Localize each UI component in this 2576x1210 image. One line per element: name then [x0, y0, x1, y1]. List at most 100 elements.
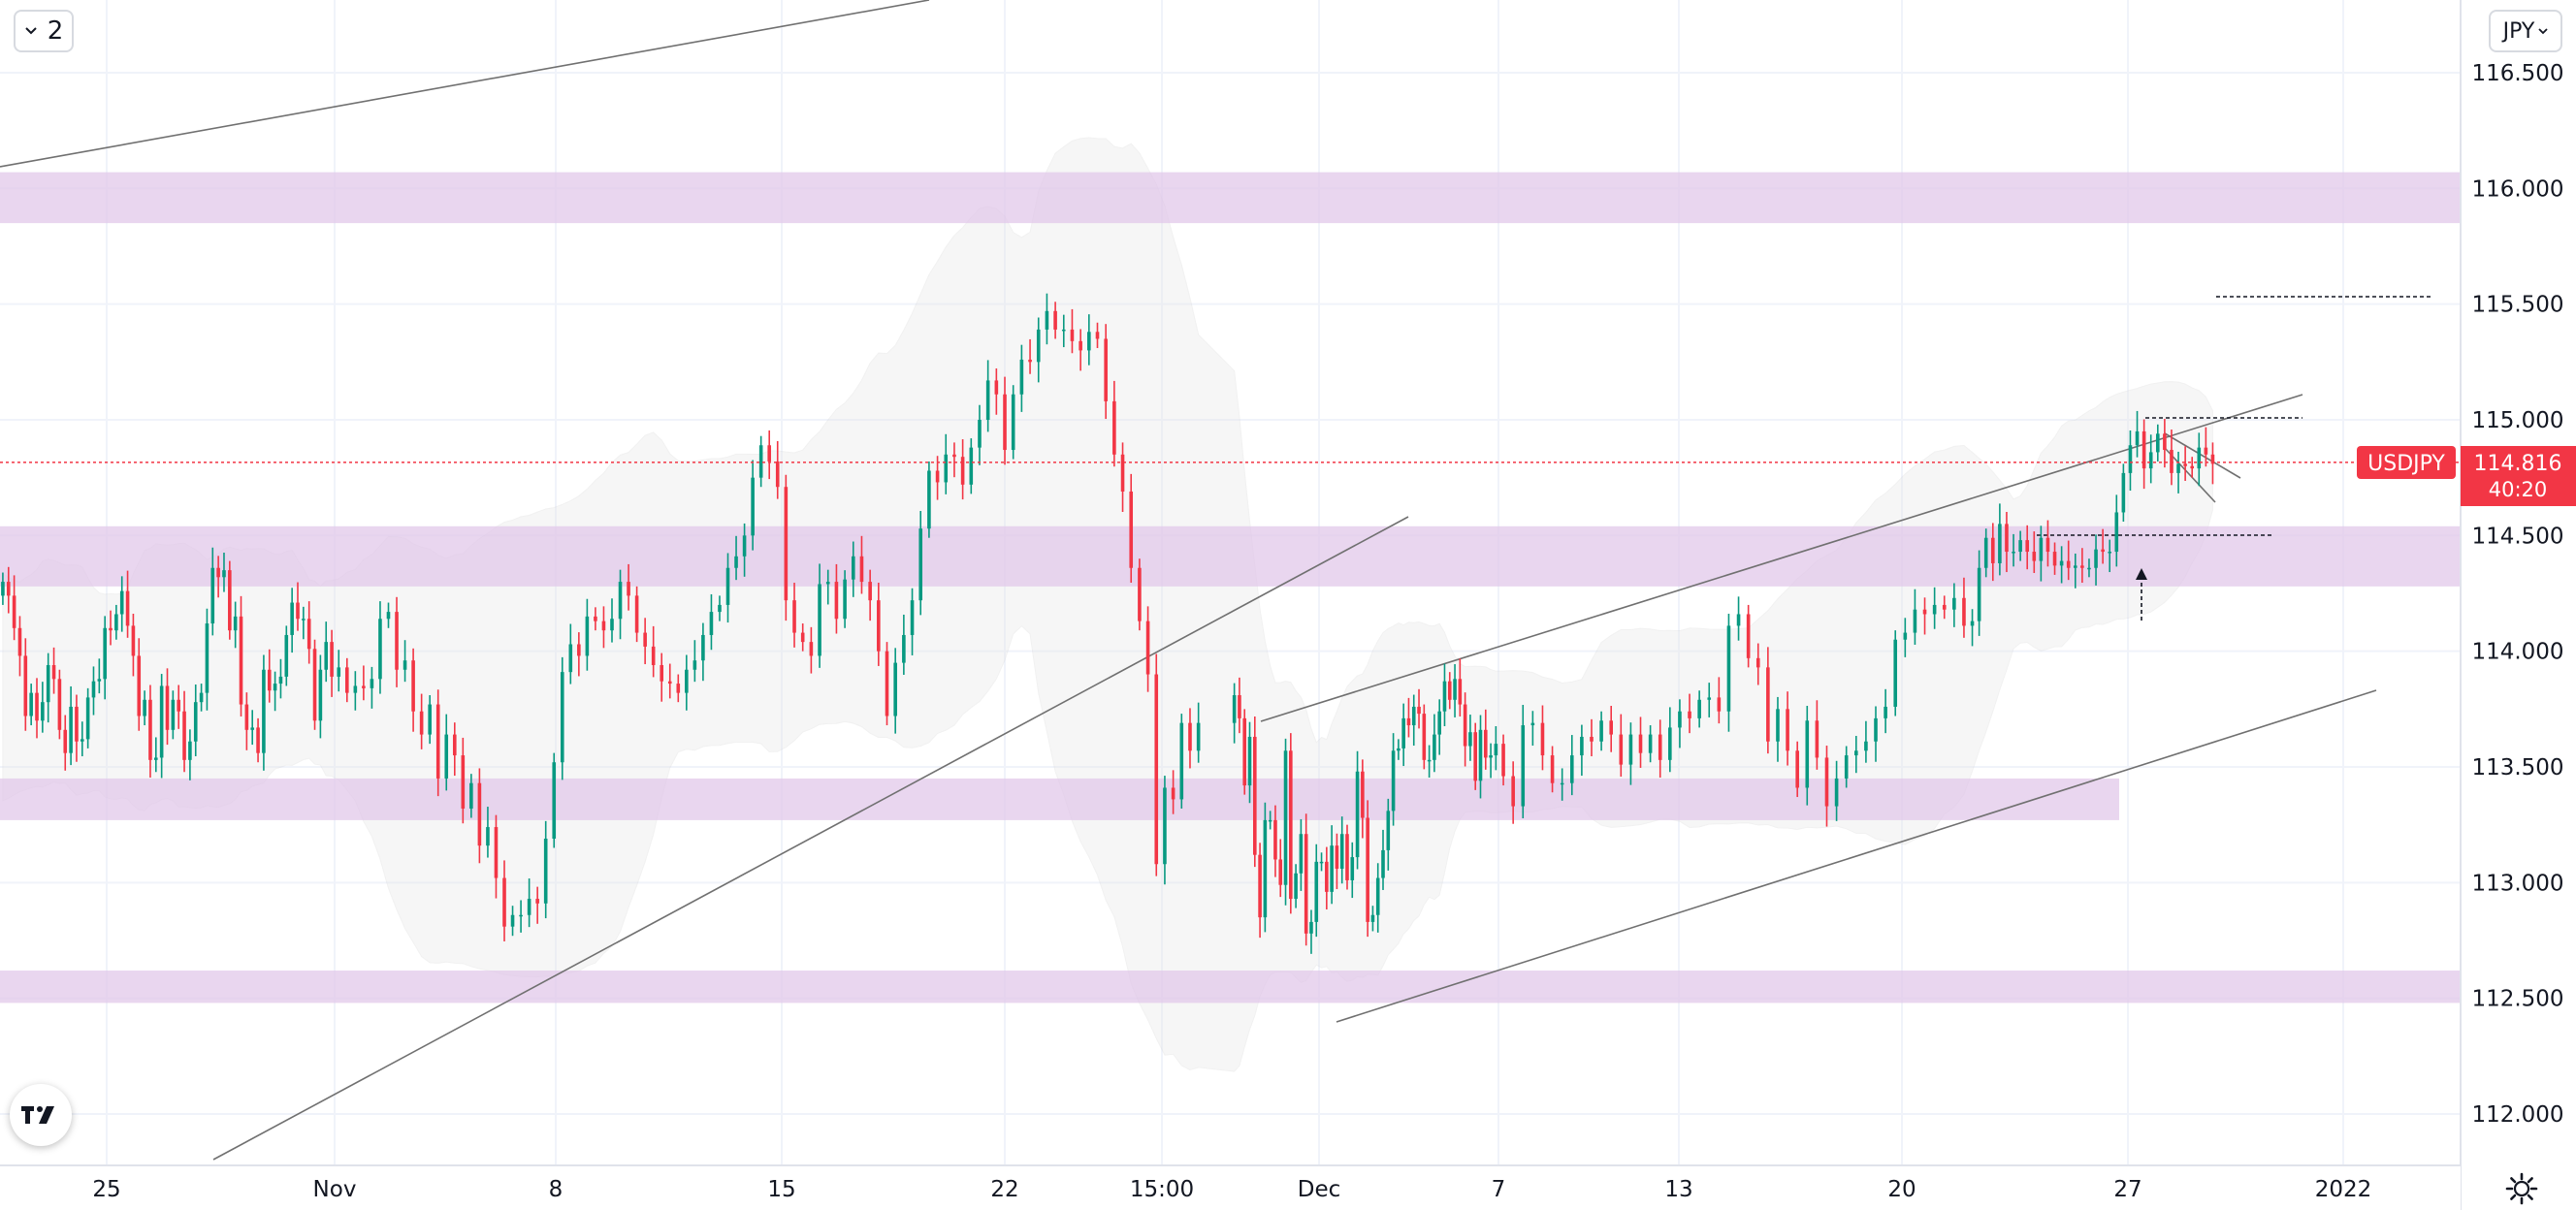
candle-body	[75, 706, 79, 742]
candle-body	[428, 704, 432, 735]
candle-body	[1736, 614, 1741, 626]
candle-body	[1437, 711, 1441, 735]
candle-body	[859, 556, 864, 583]
time-tick-label: 13	[1664, 1177, 1692, 1202]
candle-body	[1501, 744, 1505, 777]
candle-body	[1278, 859, 1283, 885]
candle-body	[109, 627, 113, 631]
symbol-label: USDJPY	[2357, 446, 2456, 479]
candle-body	[601, 621, 606, 631]
candle-body	[199, 692, 204, 703]
candle-body	[1366, 817, 1369, 922]
candle-body	[1273, 819, 1277, 860]
candle-body	[1824, 757, 1829, 807]
trend-line	[2164, 432, 2241, 479]
interval-toggle-button[interactable]: 2	[14, 10, 74, 52]
candle-body	[594, 616, 597, 621]
candle-body	[324, 642, 329, 670]
candle-body	[893, 662, 897, 716]
candle-body	[2066, 560, 2071, 568]
candle-body	[2114, 512, 2119, 553]
candle-body	[69, 706, 73, 753]
candle-body	[660, 664, 664, 682]
time-axis-labels: 25 Nov 8 15 22 15:00 Dec 7 13 20 27 2022	[92, 1177, 2371, 1202]
gear-icon[interactable]	[2502, 1169, 2541, 1208]
candle-body	[1370, 914, 1375, 922]
candle-body	[2190, 465, 2195, 469]
candle-body	[560, 672, 564, 763]
candle-body	[244, 704, 249, 730]
candle-body	[1079, 340, 1082, 351]
price-zone	[0, 172, 2461, 224]
candle-body	[267, 669, 272, 691]
candle-body	[969, 447, 974, 485]
candle-body	[228, 570, 232, 631]
candle-body	[1746, 614, 1751, 658]
candle-body	[568, 644, 573, 673]
candle-body	[1447, 681, 1452, 700]
candle-body	[1138, 567, 1142, 621]
candle-body	[1550, 755, 1555, 783]
candle-body	[1453, 679, 1457, 700]
time-tick-label: 15:00	[1130, 1177, 1194, 1202]
candle-body	[419, 711, 424, 735]
candle-body	[17, 627, 22, 656]
candle-body	[1776, 709, 1780, 742]
candle-body	[1609, 720, 1613, 735]
candle-body	[1478, 729, 1483, 781]
candle-body	[23, 655, 28, 716]
candle-body	[262, 669, 266, 753]
trend-line	[0, 0, 930, 168]
candle-body	[312, 649, 317, 721]
candle-body	[585, 616, 590, 656]
candle-body	[1252, 736, 1257, 855]
candle-body	[2018, 540, 2022, 553]
currency-label: JPY	[2502, 18, 2535, 44]
currency-select[interactable]: JPY	[2489, 10, 2562, 52]
candle-body	[233, 616, 238, 631]
candle-body	[2176, 463, 2180, 473]
candle-body	[1427, 759, 1432, 762]
candle-body	[944, 454, 949, 483]
candle-body	[1019, 359, 1024, 395]
candle-body	[775, 461, 780, 488]
candle-body	[818, 584, 821, 656]
candle-body	[1697, 699, 1701, 718]
candle-body	[800, 632, 805, 643]
time-tick-label: 25	[92, 1177, 120, 1202]
candle-body	[1755, 657, 1760, 668]
candle-body	[216, 567, 220, 578]
candle-body	[278, 676, 283, 685]
arrow-marker-head	[2136, 568, 2147, 580]
candle-body	[97, 679, 102, 682]
symbol-label-text: USDJPY	[2367, 452, 2445, 476]
price-tick-label: 115.500	[2471, 293, 2563, 318]
tradingview-logo[interactable]	[10, 1084, 72, 1146]
candle-body	[1990, 537, 1995, 563]
candle-body	[527, 899, 531, 915]
candle-body	[1983, 537, 1988, 568]
candle-body	[1087, 332, 1091, 351]
candle-body	[734, 556, 738, 568]
candle-body	[210, 567, 215, 624]
candle-body	[2183, 463, 2187, 466]
candle-body	[1268, 819, 1272, 822]
candle-body	[1095, 332, 1100, 339]
time-tick-label: Nov	[313, 1177, 357, 1202]
time-tick-label: 20	[1887, 1177, 1916, 1202]
candle-body	[154, 757, 158, 760]
trend-line	[212, 516, 1409, 1161]
candle-body	[159, 685, 164, 758]
candle-body	[46, 664, 50, 703]
candle-body	[1884, 706, 1887, 718]
candle-body	[1289, 750, 1293, 900]
candle-body	[80, 739, 84, 742]
candle-body	[1188, 722, 1192, 751]
candle-body	[1171, 787, 1175, 800]
candle-body	[1599, 720, 1603, 742]
candle-body	[2204, 447, 2208, 455]
price-tick-label: 115.000	[2471, 408, 2563, 433]
candle-body	[1468, 732, 1472, 747]
candle-body	[1339, 834, 1344, 870]
